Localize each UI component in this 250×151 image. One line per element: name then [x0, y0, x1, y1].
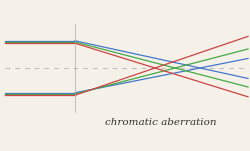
Text: chromatic aberration: chromatic aberration [105, 118, 216, 127]
